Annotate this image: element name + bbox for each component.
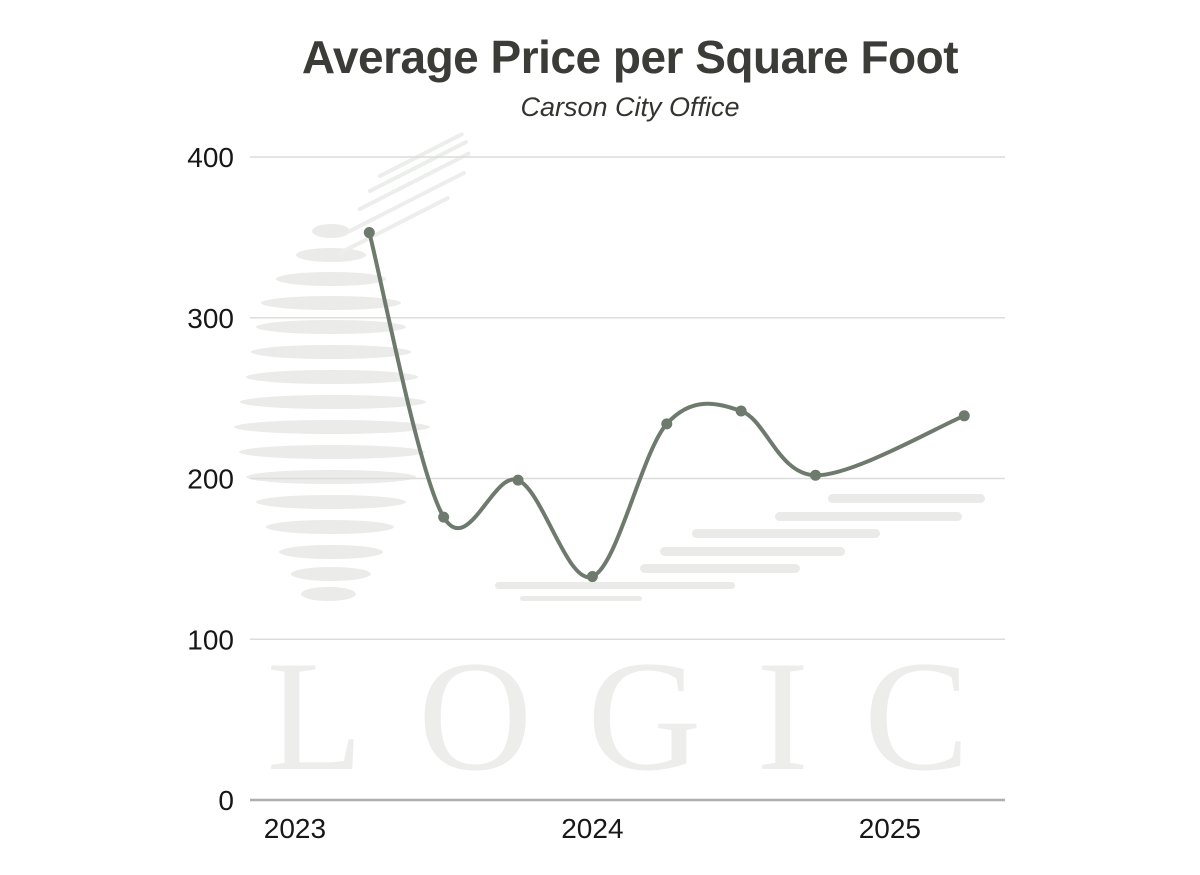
chart-subtitle: Carson City Office — [520, 92, 740, 122]
svg-text:2025: 2025 — [859, 813, 921, 844]
svg-text:2023: 2023 — [264, 813, 326, 844]
svg-text:400: 400 — [187, 142, 234, 173]
svg-text:200: 200 — [187, 464, 234, 495]
svg-text:0: 0 — [218, 785, 234, 816]
svg-text:100: 100 — [187, 624, 234, 655]
svg-text:300: 300 — [187, 303, 234, 334]
watermark-logo-text: LOGIC — [266, 629, 1025, 804]
chart-header: Average Price per Square Foot Carson Cit… — [130, 30, 1130, 123]
chart-title: Average Price per Square Foot — [301, 31, 959, 83]
svg-text:2024: 2024 — [561, 813, 623, 844]
